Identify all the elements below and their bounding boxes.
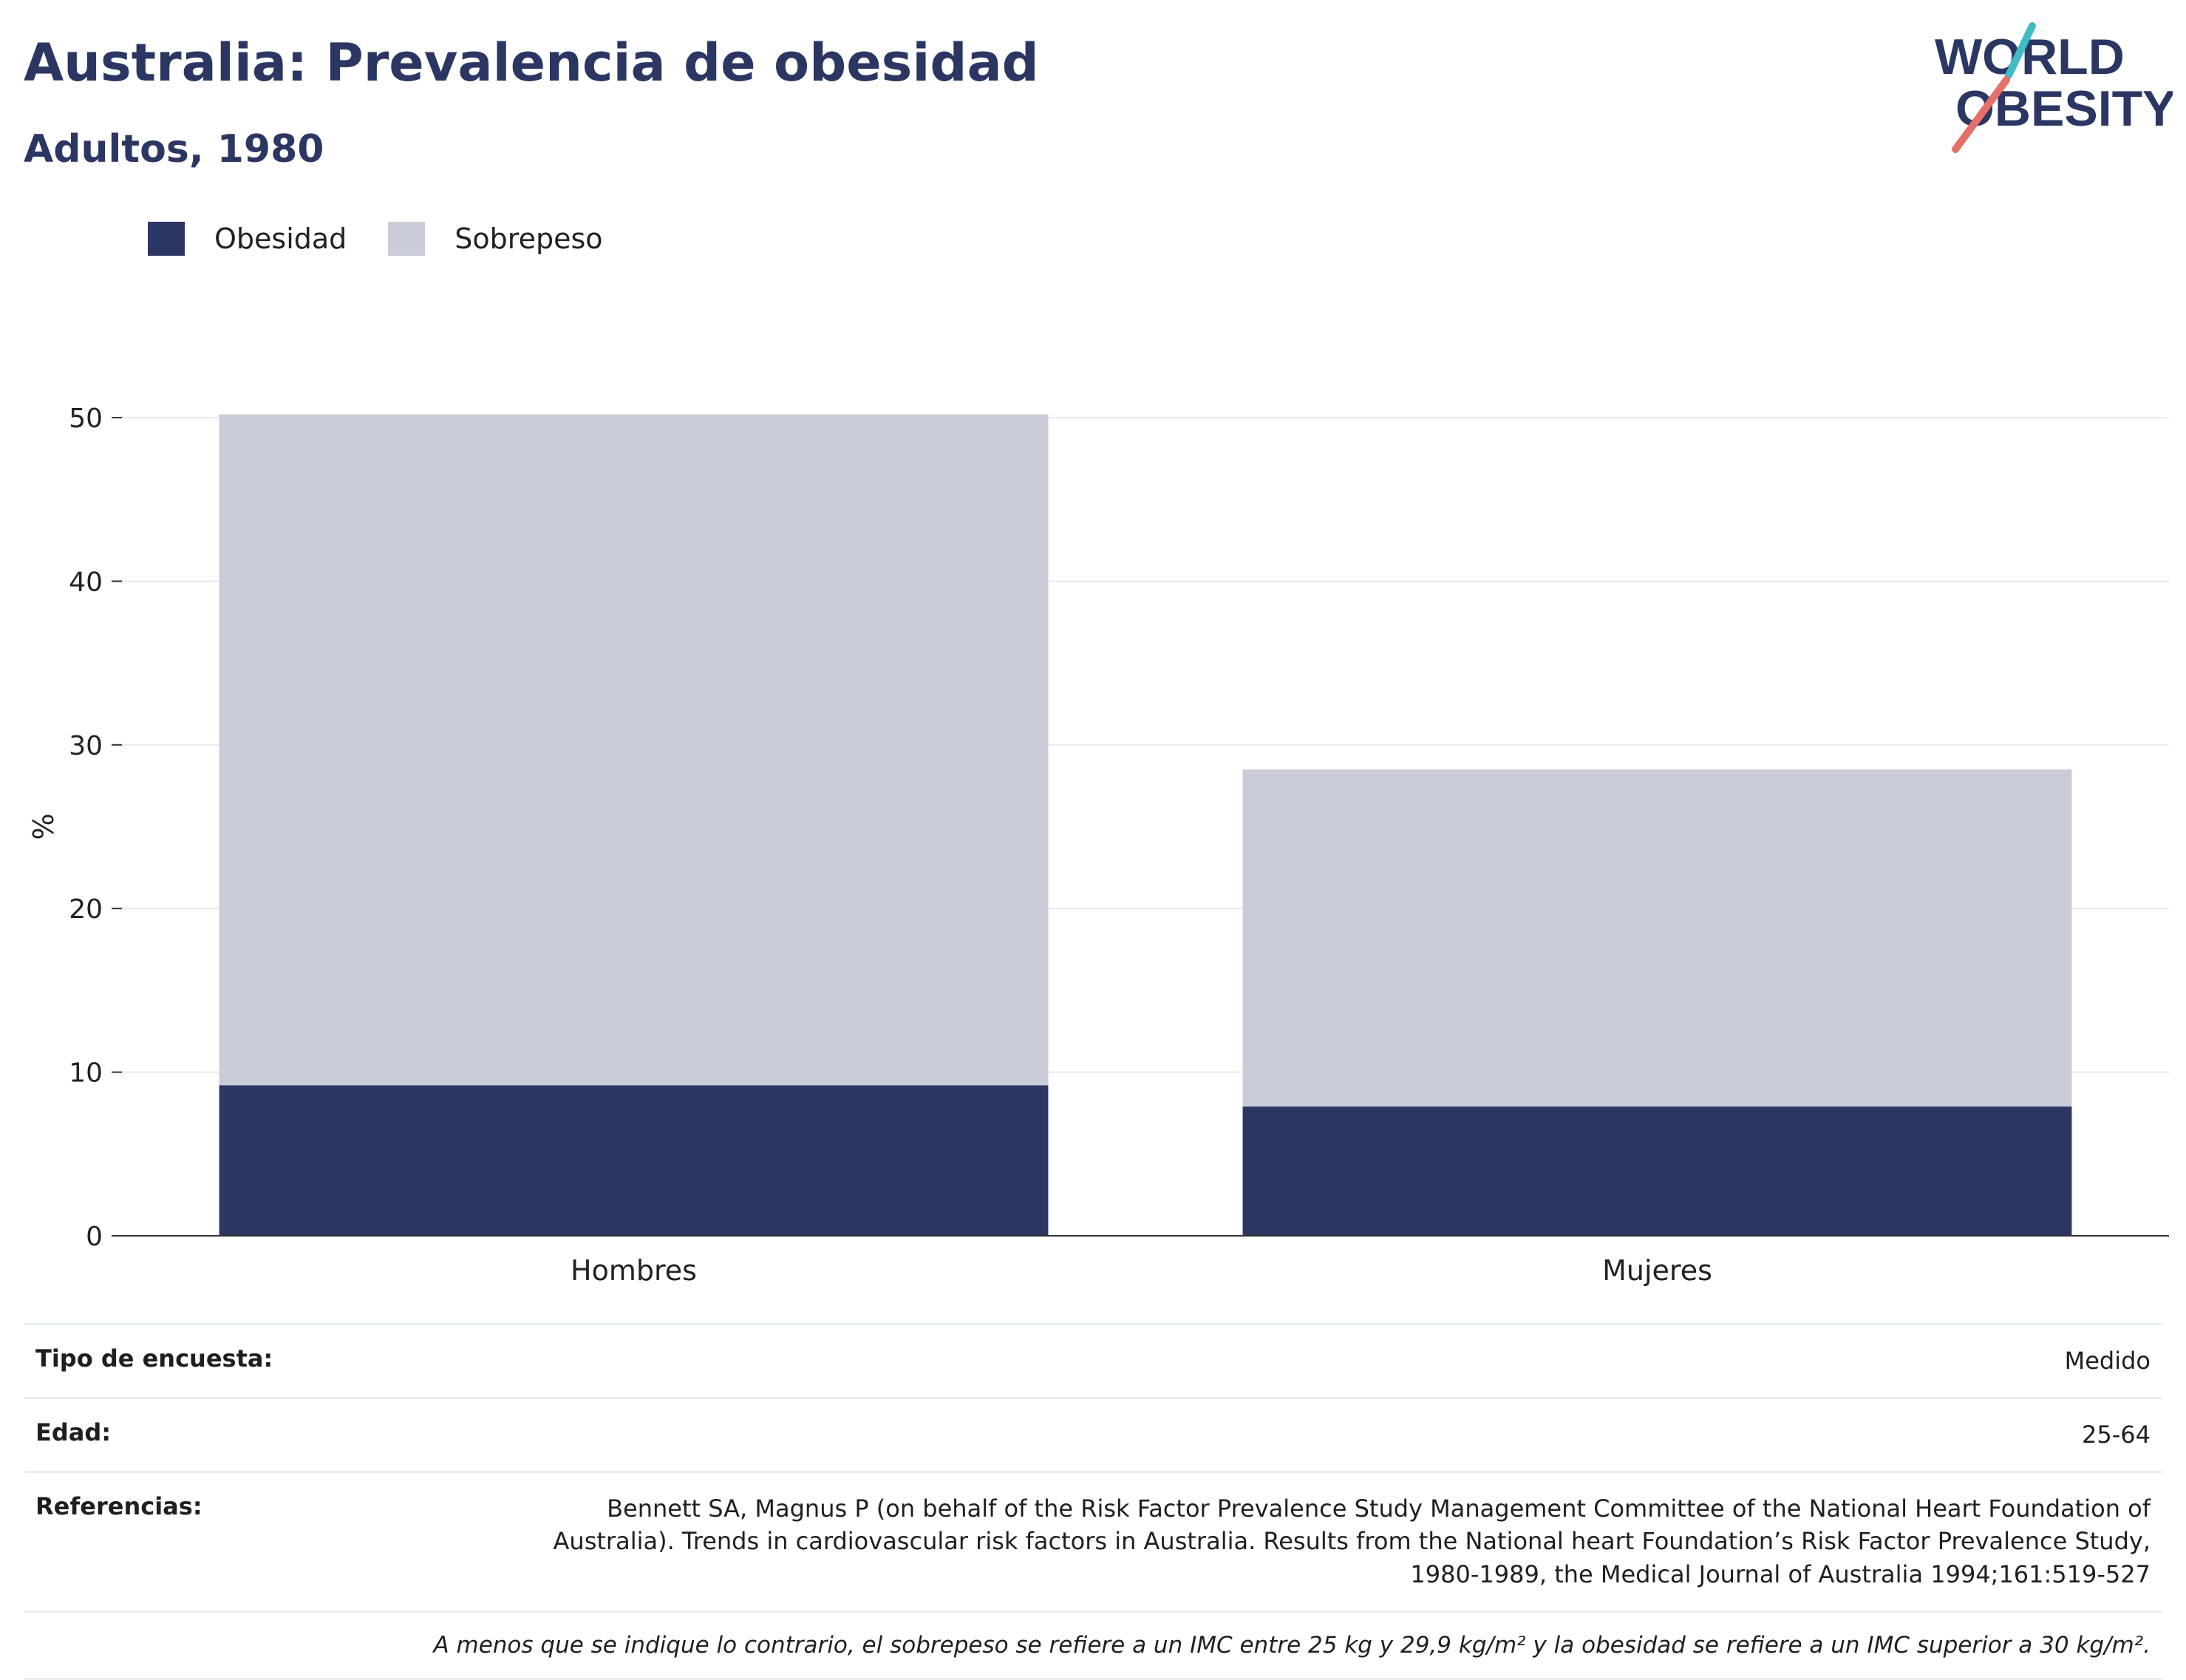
bar-chart: 0 10 20 30 40 50% Hombres Mujeres [27,404,2169,1287]
info-row-survey: Tipo de encuesta: Medido [24,1323,2162,1397]
logo-accent-teal [2005,22,2036,79]
bar-sobrepeso-mujeres [1242,769,2072,1107]
page-title: Australia: Prevalencia de obesidad [24,33,1039,93]
legend-swatch-obesidad [148,222,185,256]
bar-sobrepeso-hombres [219,414,1049,1086]
info-row-age: Edad: 25-64 [24,1396,2162,1471]
y-tick-label: 50 [69,404,103,434]
legend-item-sobrepeso: Sobrepeso [388,222,603,256]
chart-legend: Obesidad Sobrepeso [148,222,644,256]
legend-label-sobrepeso: Sobrepeso [454,222,603,255]
survey-label: Tipo de encuesta: [35,1344,273,1373]
bar-obesidad-mujeres [1242,1106,2072,1236]
logo-accent-coral [1952,76,2010,153]
x-tick-label: Hombres [571,1254,697,1287]
legend-swatch-sobrepeso [388,222,426,256]
age-value: 25-64 [2082,1420,2151,1449]
y-axis-label: % [27,813,60,840]
y-tick-label: 0 [86,1222,103,1252]
definition-note: A menos que se indique lo contrario, el … [24,1610,2162,1680]
logo-line-2: OBESITY [1955,81,2173,137]
y-tick-label: 20 [69,894,103,925]
info-row-references: Referencias: Bennett SA, Magnus P (on be… [24,1470,2162,1611]
bar-obesidad-hombres [219,1085,1049,1236]
y-tick-label: 10 [69,1058,103,1089]
survey-value: Medido [2064,1347,2151,1375]
legend-label-obesidad: Obesidad [214,222,347,255]
y-tick-label: 40 [69,567,103,597]
references-label: Referencias: [35,1492,202,1520]
legend-item-obesidad: Obesidad [148,222,347,256]
info-table: Tipo de encuesta: Medido Edad: 25-64 Ref… [24,1323,2162,1680]
world-obesity-logo: WORLD OBESITY [1935,22,2173,153]
page-subtitle: Adultos, 1980 [24,127,324,171]
x-tick-label: Mujeres [1602,1254,1712,1287]
references-value: Bennett SA, Magnus P (on behalf of the R… [553,1494,2151,1589]
y-tick-label: 30 [69,731,103,761]
age-label: Edad: [35,1418,112,1446]
